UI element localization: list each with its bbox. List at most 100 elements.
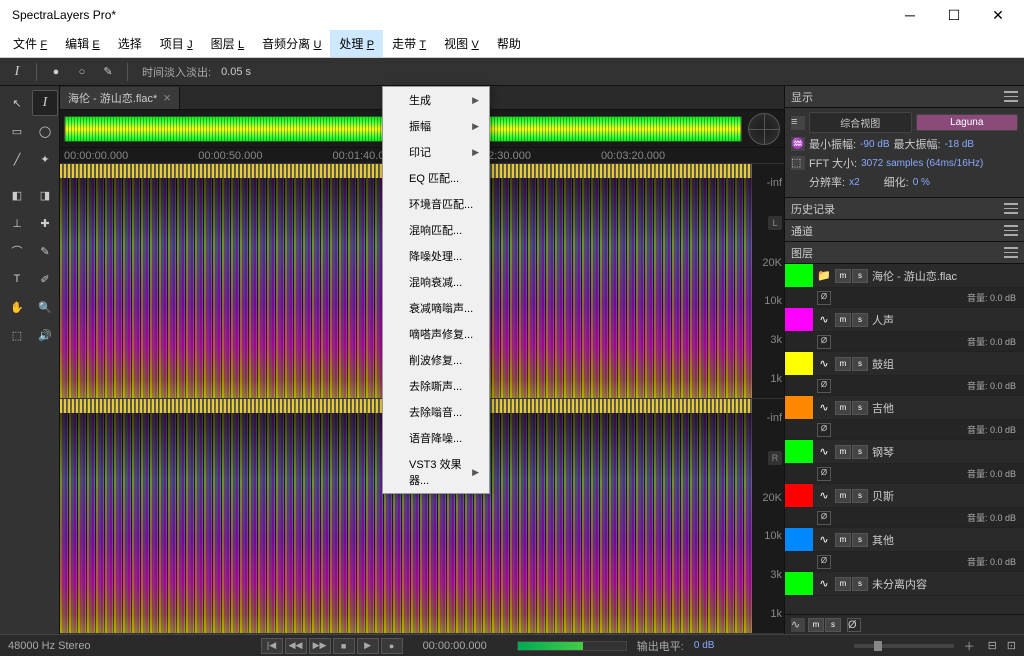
solo-button[interactable]: s — [852, 357, 868, 371]
stop-button[interactable]: ■ — [333, 638, 355, 654]
fft-icon[interactable]: ⬚ — [791, 156, 805, 170]
lasso-tool-icon[interactable]: ◯ — [32, 118, 58, 144]
menu-item[interactable]: 衰减嘀嗡声... — [383, 295, 489, 321]
picker-tool-icon[interactable]: ✐ — [32, 266, 58, 292]
menu-项目[interactable]: 项目 J — [151, 30, 202, 57]
wave-icon[interactable]: ∿ — [791, 618, 805, 632]
play-button[interactable]: ▶ — [357, 638, 379, 654]
solo-button[interactable]: s — [852, 445, 868, 459]
mute-button[interactable]: m — [835, 445, 851, 459]
tool-i-icon[interactable]: I — [6, 61, 28, 83]
menu-item[interactable]: 去除嗡音... — [383, 399, 489, 425]
minimize-button[interactable]: ─ — [888, 0, 932, 30]
solo-button[interactable]: s — [852, 313, 868, 327]
menu-item[interactable]: 环境音匹配... — [383, 191, 489, 217]
wand-tool-icon[interactable]: ✦ — [32, 146, 58, 172]
menu-走带[interactable]: 走带 T — [383, 30, 435, 57]
arrow-tool-icon[interactable]: ↖ — [4, 90, 30, 116]
menu-item[interactable]: 削波修复... — [383, 347, 489, 373]
menu-item[interactable]: 混响匹配... — [383, 217, 489, 243]
tab-close-icon[interactable]: × — [163, 90, 171, 105]
amp-icon[interactable]: ♒ — [791, 137, 805, 151]
menu-处理[interactable]: 处理 P — [330, 30, 383, 57]
layer-volume-row[interactable]: Ø音量: 0.0 dB — [785, 288, 1024, 308]
layers-menu-icon[interactable] — [1004, 618, 1018, 632]
circle-outline-icon[interactable]: ○ — [71, 61, 93, 83]
cube-tool-icon[interactable]: ⬚ — [4, 322, 30, 348]
menu-文件[interactable]: 文件 F — [4, 30, 56, 57]
close-button[interactable]: ✕ — [976, 0, 1020, 30]
phase-icon[interactable]: Ø — [817, 511, 831, 525]
marquee-tool-icon[interactable]: ▭ — [4, 118, 30, 144]
document-tab[interactable]: 海伦 - 游山恋.flac* × — [60, 87, 180, 109]
layer-volume-row[interactable]: Ø音量: 0.0 dB — [785, 420, 1024, 440]
layer-row[interactable]: ∿ms钢琴 — [785, 440, 1024, 464]
nav-compass[interactable] — [748, 113, 780, 145]
history-panel-header[interactable]: 历史记录 — [785, 198, 1024, 220]
solo-button[interactable]: s — [852, 577, 868, 591]
draw-tool-icon[interactable]: ⌒ — [4, 238, 30, 264]
layer-volume-row[interactable]: Ø音量: 0.0 dB — [785, 464, 1024, 484]
menu-编辑[interactable]: 编辑 E — [56, 30, 109, 57]
phase-icon[interactable]: Ø — [817, 555, 831, 569]
layers-panel-header[interactable]: 图层 — [785, 242, 1024, 264]
hamburger-icon[interactable] — [1004, 90, 1018, 104]
zoom-slider[interactable] — [854, 644, 954, 648]
eraser2-tool-icon[interactable]: ◨ — [32, 182, 58, 208]
pencil-tool-icon[interactable]: ✎ — [32, 238, 58, 264]
view-mode-button[interactable]: 综合视图 — [809, 112, 912, 133]
eraser-tool-icon[interactable]: ◧ — [4, 182, 30, 208]
layer-volume-row[interactable]: Ø音量: 0.0 dB — [785, 376, 1024, 396]
brush-tool-icon[interactable]: ╱ — [4, 146, 30, 172]
solo-button[interactable]: s — [852, 269, 868, 283]
zoom-out-icon[interactable]: ⊟ — [988, 639, 997, 652]
layers-icon[interactable]: ≡ — [791, 116, 805, 130]
mute-button[interactable]: m — [835, 533, 851, 547]
mute-button[interactable]: m — [835, 577, 851, 591]
maximize-button[interactable]: ☐ — [932, 0, 976, 30]
zoom-fit-icon[interactable]: ⊡ — [1007, 639, 1016, 652]
layer-row[interactable]: 📁ms海伦 - 游山恋.flac — [785, 264, 1024, 288]
channels-panel-header[interactable]: 通道 — [785, 220, 1024, 242]
text-tool-icon[interactable]: T — [4, 266, 30, 292]
layer-row[interactable]: ∿ms吉他 — [785, 396, 1024, 420]
menu-item[interactable]: 降噪处理... — [383, 243, 489, 269]
solo-all-button[interactable]: s — [825, 618, 841, 632]
menu-图层[interactable]: 图层 L — [202, 30, 253, 57]
menu-item[interactable]: VST3 效果器...▶ — [383, 451, 489, 493]
eyedropper-icon[interactable]: ✎ — [97, 61, 119, 83]
menu-音频分离[interactable]: 音频分离 U — [253, 30, 330, 57]
skip-start-button[interactable]: |◀ — [261, 638, 283, 654]
solo-button[interactable]: s — [852, 489, 868, 503]
heal-tool-icon[interactable]: ✚ — [32, 210, 58, 236]
layer-row[interactable]: ∿ms其他 — [785, 528, 1024, 552]
menu-item[interactable]: 印记▶ — [383, 139, 489, 165]
layer-row[interactable]: ∿ms鼓组 — [785, 352, 1024, 376]
menu-item[interactable]: EQ 匹配... — [383, 165, 489, 191]
colormap-button[interactable]: Laguna — [916, 114, 1019, 131]
speaker-tool-icon[interactable]: 🔊 — [32, 322, 58, 348]
menu-item[interactable]: 生成▶ — [383, 87, 489, 113]
mute-button[interactable]: m — [835, 401, 851, 415]
phase-icon[interactable]: Ø — [817, 467, 831, 481]
phase-icon[interactable]: Ø — [817, 423, 831, 437]
menu-item[interactable]: 振幅▶ — [383, 113, 489, 139]
menu-item[interactable]: 嘀嗒声修复... — [383, 321, 489, 347]
mute-all-button[interactable]: m — [808, 618, 824, 632]
menu-item[interactable]: 去除嘶声... — [383, 373, 489, 399]
phase-icon[interactable]: Ø — [817, 291, 831, 305]
phase-icon[interactable]: Ø — [847, 618, 861, 632]
phase-icon[interactable]: Ø — [817, 379, 831, 393]
solo-button[interactable]: s — [852, 401, 868, 415]
phase-icon[interactable]: Ø — [817, 335, 831, 349]
menu-视图[interactable]: 视图 V — [435, 30, 488, 57]
mute-button[interactable]: m — [835, 313, 851, 327]
layer-row[interactable]: ∿ms贝斯 — [785, 484, 1024, 508]
layer-volume-row[interactable]: Ø音量: 0.0 dB — [785, 508, 1024, 528]
mute-button[interactable]: m — [835, 269, 851, 283]
zoom-tool-icon[interactable]: 🔍 — [32, 294, 58, 320]
layer-volume-row[interactable]: Ø音量: 0.0 dB — [785, 332, 1024, 352]
menu-帮助[interactable]: 帮助 — [488, 30, 530, 57]
stamp-tool-icon[interactable]: ⊥ — [4, 210, 30, 236]
layer-volume-row[interactable]: Ø音量: 0.0 dB — [785, 552, 1024, 572]
